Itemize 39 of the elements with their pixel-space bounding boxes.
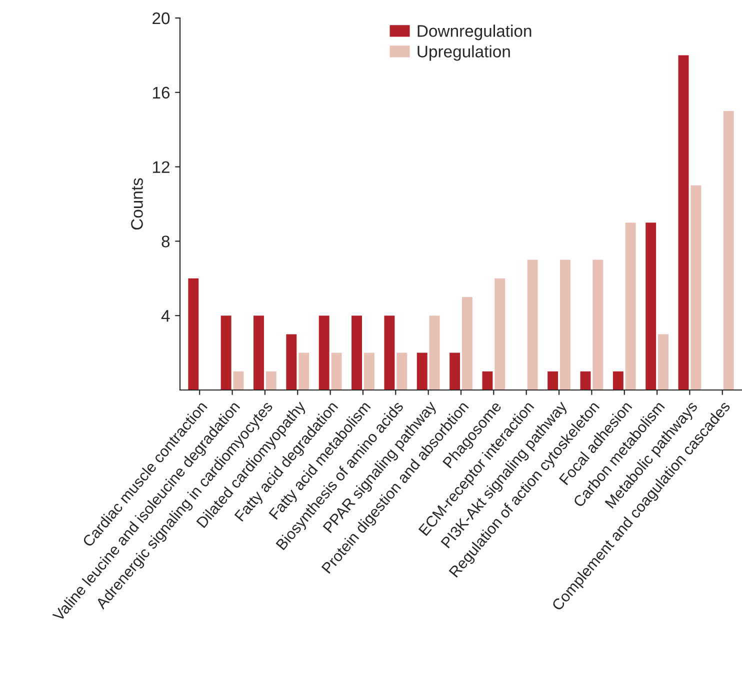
legend-label: Downregulation	[418, 24, 532, 40]
bar	[286, 334, 297, 390]
bar	[462, 297, 472, 390]
legend-label: Upregulation	[418, 45, 510, 61]
y-tick-label: 8	[162, 236, 170, 248]
bar	[384, 316, 395, 390]
y-tick-label: 16	[153, 86, 170, 99]
bar	[254, 316, 264, 390]
bar	[396, 352, 408, 390]
bar	[233, 371, 244, 390]
bar	[266, 371, 276, 390]
bar	[331, 352, 342, 390]
bar	[482, 371, 493, 390]
y-tick-label: 4	[161, 310, 170, 322]
bar	[548, 371, 558, 390]
y-tick-label: 20	[152, 12, 170, 24]
bar	[658, 334, 668, 390]
bar	[494, 278, 506, 390]
bar	[580, 371, 591, 390]
bar	[612, 371, 624, 390]
bar	[646, 222, 656, 390]
y-axis-title: Counts	[131, 178, 143, 230]
bar	[352, 316, 362, 390]
bar	[625, 222, 636, 390]
bar	[723, 111, 734, 390]
bar	[690, 185, 702, 390]
bar	[298, 352, 310, 390]
bar	[220, 316, 232, 390]
bar	[592, 260, 604, 390]
bar	[416, 352, 428, 390]
bar	[560, 260, 570, 390]
bar	[429, 316, 440, 390]
bar	[364, 352, 374, 390]
bar	[318, 316, 330, 390]
bar	[678, 55, 689, 390]
bar	[450, 352, 460, 390]
bar	[188, 278, 199, 390]
y-tick-label: 12	[153, 161, 170, 173]
bar	[527, 260, 538, 390]
